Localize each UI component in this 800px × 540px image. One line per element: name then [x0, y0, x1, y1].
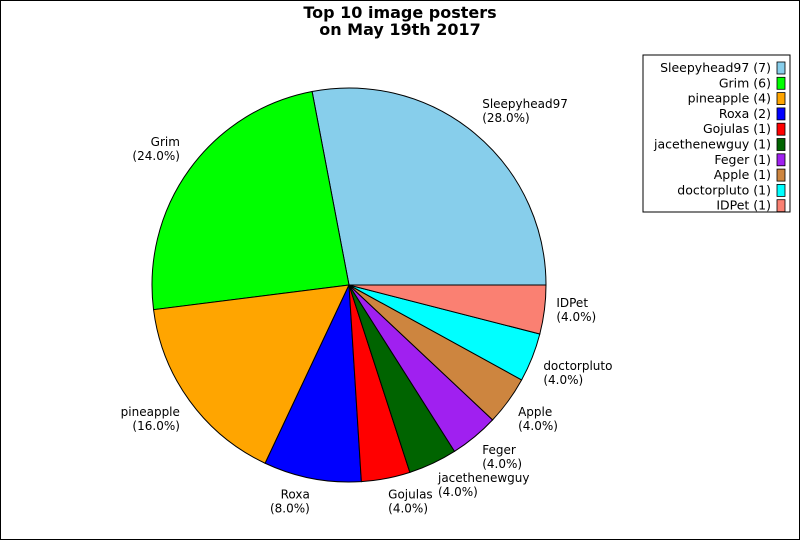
- legend-swatch-idpet: [776, 199, 786, 213]
- pie-slice-sleepyhead97: [311, 87, 547, 286]
- legend-label-pineapple: pineapple (4): [688, 91, 771, 106]
- legend-label-apple: Apple (1): [714, 167, 771, 182]
- slice-percent-grim: (24.0%): [132, 149, 179, 163]
- slice-percent-idpet: (4.0%): [556, 310, 596, 324]
- legend-swatch-pineapple: [776, 92, 786, 105]
- legend-swatch-feger: [776, 153, 786, 167]
- legend-box: [642, 54, 791, 213]
- legend-label-roxa: Roxa (2): [719, 106, 771, 121]
- slice-percent-sleepyhead97: (28.0%): [482, 111, 529, 125]
- slice-percent-pineapple: (16.0%): [132, 419, 179, 433]
- slice-percent-apple: (4.0%): [518, 419, 558, 433]
- legend: Sleepyhead97 (7)Grim (6)pineapple (4)Rox…: [642, 54, 791, 213]
- legend-swatch-roxa: [776, 107, 786, 121]
- legend-swatch-doctorpluto: [776, 183, 786, 197]
- slice-label-idpet: IDPet: [556, 296, 588, 310]
- legend-swatch-gojulas: [776, 122, 786, 136]
- slice-percent-doctorpluto: (4.0%): [543, 373, 583, 387]
- slice-label-roxa: Roxa: [281, 487, 310, 501]
- slice-label-jacethenewguy: jacethenewguy: [437, 471, 530, 485]
- slice-percent-gojulas: (4.0%): [388, 501, 428, 515]
- legend-label-sleepyhead97: Sleepyhead97 (7): [660, 60, 771, 75]
- slice-label-gojulas: Gojulas: [388, 487, 433, 501]
- slice-percent-feger: (4.0%): [482, 457, 522, 471]
- pie-slices: [151, 87, 547, 483]
- pie-slice-idpet: [348, 284, 547, 335]
- legend-label-doctorpluto: doctorpluto (1): [677, 182, 771, 197]
- slice-label-feger: Feger: [482, 443, 516, 457]
- pie-slice-roxa: [264, 284, 362, 483]
- legend-swatch-sleepyhead97: [776, 61, 786, 75]
- slice-label-apple: Apple: [518, 405, 552, 419]
- slice-label-doctorpluto: doctorpluto: [543, 359, 612, 373]
- legend-swatch-grim: [776, 76, 786, 90]
- pie-slice-pineapple: [152, 284, 350, 464]
- slice-percent-roxa: (8.0%): [270, 501, 310, 515]
- slice-label-grim: Grim: [151, 135, 180, 149]
- pie-slice-grim: [151, 90, 350, 311]
- chart-title: Top 10 image posters on May 19th 2017: [303, 3, 496, 39]
- legend-swatch-apple: [776, 168, 786, 182]
- slice-labels: Sleepyhead97(28.0%)Grim(24.0%)pineapple(…: [121, 97, 613, 515]
- slice-percent-jacethenewguy: (4.0%): [438, 485, 478, 499]
- chart-title-line-2: on May 19th 2017: [319, 20, 481, 39]
- legend-label-feger: Feger (1): [714, 152, 771, 167]
- slice-label-sleepyhead97: Sleepyhead97: [482, 97, 568, 111]
- slice-label-pineapple: pineapple: [121, 405, 180, 419]
- legend-label-idpet: IDPet (1): [716, 198, 771, 213]
- legend-label-gojulas: Gojulas (1): [703, 121, 771, 136]
- legend-swatch-jacethenewguy: [776, 138, 786, 151]
- legend-label-grim: Grim (6): [719, 75, 771, 90]
- legend-label-jacethenewguy: jacethenewguy (1): [653, 137, 771, 152]
- chart-title-line-1: Top 10 image posters: [303, 3, 496, 22]
